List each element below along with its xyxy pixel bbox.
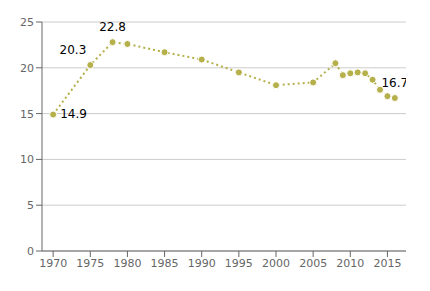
svg-text:1995: 1995 (225, 257, 253, 270)
svg-text:1970: 1970 (39, 257, 67, 270)
svg-text:10: 10 (20, 153, 34, 166)
svg-text:15: 15 (20, 108, 34, 121)
svg-text:1990: 1990 (188, 257, 216, 270)
svg-text:14.9: 14.9 (60, 107, 87, 121)
svg-text:20: 20 (20, 62, 34, 75)
svg-text:1975: 1975 (76, 257, 104, 270)
svg-text:22.8: 22.8 (99, 22, 126, 34)
svg-text:0: 0 (27, 245, 34, 258)
svg-text:1985: 1985 (151, 257, 179, 270)
svg-text:25: 25 (20, 16, 34, 29)
svg-text:2005: 2005 (299, 257, 327, 270)
svg-text:16.7: 16.7 (381, 76, 406, 90)
svg-text:2010: 2010 (336, 257, 364, 270)
svg-text:2000: 2000 (262, 257, 290, 270)
svg-text:1980: 1980 (113, 257, 141, 270)
svg-text:20.3: 20.3 (60, 43, 87, 57)
svg-text:2015: 2015 (373, 257, 401, 270)
svg-text:5: 5 (27, 199, 34, 212)
